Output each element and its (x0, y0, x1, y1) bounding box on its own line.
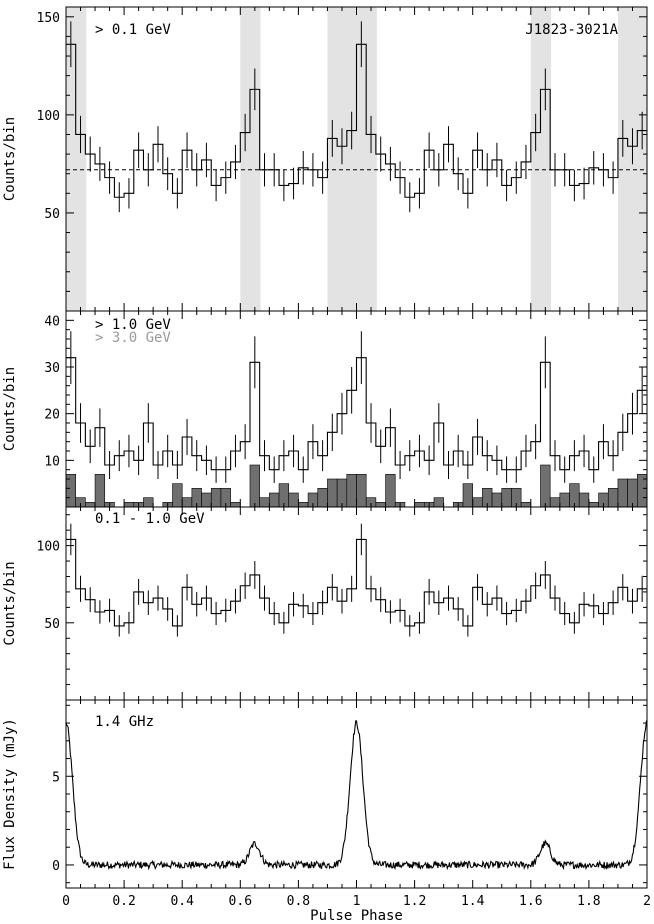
panel-b-gt-1.0-gev: 10 20 30 40 Counts/bin > 1.0 GeV> 3.0 GeV (2, 310, 648, 508)
panel-b-gt3gev-bar (627, 478, 638, 508)
panel-b-gt3gev-bar (491, 492, 503, 508)
panel-a-gt-0.1-gev: 50 100 150 Counts/bin > 0.1 GeV J1823-3021A (2, 6, 648, 312)
panel-d-ylabel: Flux Density (mJy) (2, 718, 18, 870)
panel-b-gt3gev-bar (249, 464, 260, 508)
panel-a-shaded-region (240, 7, 261, 311)
panel-c-0.1-1.0-gev: 50 100 Counts/bin 0.1 - 1.0 GeV (2, 506, 648, 701)
x-tick-label: 0.8 (287, 894, 310, 909)
panel-c-annotation: 0.1 - 1.0 GeV (95, 511, 205, 527)
panel-b-gt3gev-bar (346, 474, 357, 508)
panel-b-gt3gev-bar (143, 497, 154, 508)
x-tick-label: 2 (643, 894, 651, 909)
panel-d-annotation: 1.4 GHz (95, 714, 154, 730)
panel-d-ytick-label: 5 (52, 770, 60, 785)
panel-b-gt3gev-bar (540, 464, 551, 508)
panel-c-ytick-label: 50 (44, 617, 60, 632)
x-tick-label: 0 (62, 894, 70, 909)
panel-b-gt3gev-bar (85, 502, 96, 508)
x-axis-label: Pulse Phase (310, 908, 403, 924)
panel-b-gt3gev-bar (259, 497, 270, 508)
panel-c-histogram-line (66, 538, 647, 627)
panel-b-gt3gev-bar (472, 497, 483, 508)
x-tick-label: 1.6 (519, 894, 542, 909)
panel-b-histogram-line (66, 357, 647, 471)
panel-b-gt3gev-bar (317, 488, 328, 508)
panel-a-annotation: > 0.1 GeV (95, 22, 171, 38)
panel-b-gt3gev-bar (269, 492, 280, 508)
panel-b-gt3gev-bar (433, 497, 444, 508)
panel-b-gt3gev-bar (327, 478, 338, 508)
panel-d-ytick-label: 0 (52, 859, 60, 874)
panel-b-annotation-2: > 3.0 GeV (95, 330, 171, 346)
panel-b-gt3gev-bar (578, 492, 590, 508)
panel-b-ylabel: Counts/bin (2, 367, 18, 451)
panel-b-gt3gev-bar (298, 502, 309, 508)
panel-b-gt3gev-bar (94, 474, 106, 508)
panel-b-gt3gev-bar (375, 502, 386, 508)
panel-d-flux-line (65, 719, 648, 871)
panel-a-ytick-label: 100 (37, 109, 60, 124)
panel-d-1.4-ghz: 0 5 Flux Density (mJy) 1.4 GHz (2, 699, 648, 889)
panel-b-gt3gev-bar (462, 483, 473, 508)
panel-b-ytick-label: 10 (44, 454, 60, 469)
panel-c-ytick-label: 100 (37, 540, 60, 555)
panel-b-gt3gev-bar (336, 478, 348, 508)
panel-b-gt3gev-bar (588, 502, 599, 508)
panel-a-shaded-region (530, 7, 552, 311)
panel-b-gt3gev-bar (617, 478, 628, 508)
panel-b-gt3gev-bar (181, 497, 193, 508)
x-tick-label: 0.2 (112, 894, 135, 909)
x-tick-label: 1 (353, 894, 361, 909)
x-tick-label: 1.8 (577, 894, 600, 909)
panel-b-gt3gev-bar (549, 497, 561, 508)
x-tick-label: 1.2 (403, 894, 426, 909)
panel-b-annotation: > 1.0 GeV (95, 317, 171, 333)
panel-b-gt3gev-bar (288, 492, 299, 508)
x-tick-label: 1.4 (461, 894, 485, 909)
panel-b-gt3gev-bar (201, 492, 212, 508)
panel-a-source-label: J1823-3021A (525, 22, 618, 38)
panel-b-ytick-label: 40 (44, 314, 60, 329)
panel-a-shaded-region (327, 7, 377, 311)
panel-b-gt3gev-bar (172, 483, 183, 508)
panel-b-gt3gev-bar (123, 502, 135, 508)
panel-b-gt3gev-bar (210, 488, 222, 508)
panel-b-gt3gev-bar (501, 488, 512, 508)
panel-a-shaded-region (66, 7, 87, 311)
panel-b-gt3gev-bar (414, 502, 425, 508)
x-tick-label: 0.4 (170, 894, 194, 909)
panel-b-gt3gev-bar (607, 488, 619, 508)
panel-b-gt3gev-bar (230, 502, 241, 508)
x-axis: 0 0.2 0.4 0.6 0.8 1 1.2 1.4 1.6 1.8 2 Pulse Phase (62, 894, 651, 924)
panel-c-ylabel: Counts/bin (2, 561, 18, 645)
panel-a-ytick-label: 150 (37, 11, 60, 26)
panel-b-ytick-label: 20 (44, 408, 60, 423)
panel-b-ytick-label: 30 (44, 361, 60, 376)
x-tick-label: 0.6 (229, 894, 252, 909)
panel-b-gt3gev-bar (559, 492, 570, 508)
panel-b-gt3gev-bar (520, 502, 532, 508)
panel-b-gt3gev-bar (356, 474, 367, 508)
panel-a-ylabel: Counts/bin (2, 117, 18, 201)
panel-b-gt3gev-bar (385, 474, 396, 508)
panel-a-ytick-label: 50 (44, 207, 60, 222)
